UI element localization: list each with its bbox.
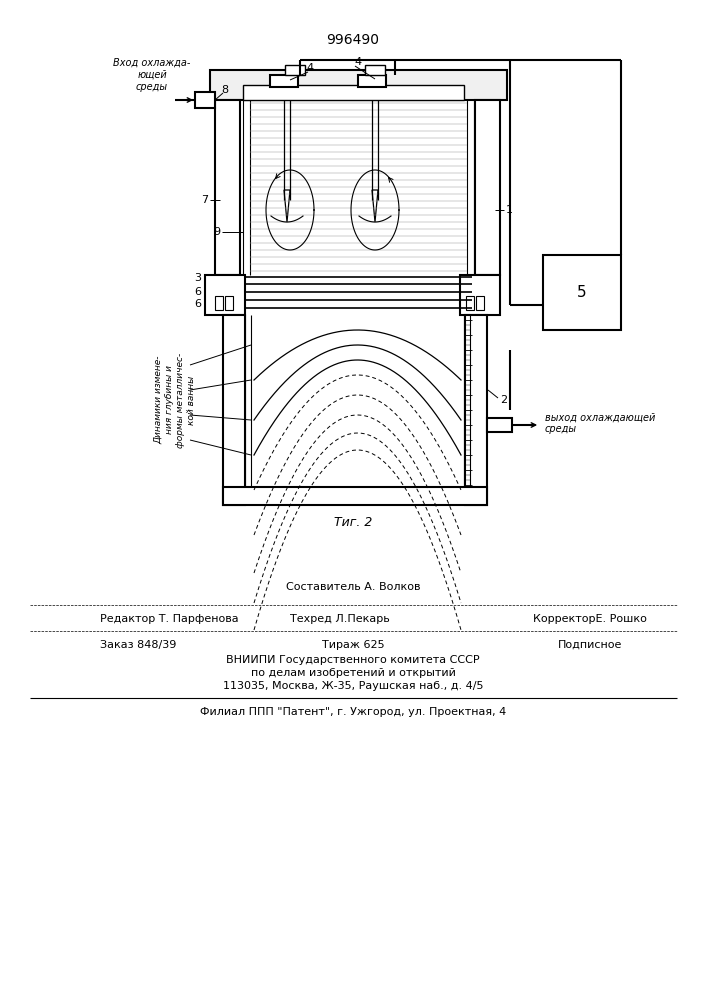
Text: 113035, Москва, Ж-35, Раушская наб., д. 4/5: 113035, Москва, Ж-35, Раушская наб., д. … bbox=[223, 681, 484, 691]
Text: 996490: 996490 bbox=[327, 33, 380, 47]
Text: 6: 6 bbox=[194, 287, 201, 297]
Text: Заказ 848/39: Заказ 848/39 bbox=[100, 640, 176, 650]
Bar bbox=[543, 255, 621, 330]
Text: КорректорЕ. Рошко: КорректорЕ. Рошко bbox=[533, 614, 647, 624]
Text: 9: 9 bbox=[213, 227, 220, 237]
Bar bbox=[476, 296, 484, 310]
Bar bbox=[223, 487, 487, 505]
Bar bbox=[365, 65, 385, 75]
Bar bbox=[358, 75, 386, 87]
Bar bbox=[205, 275, 245, 315]
Bar bbox=[223, 315, 245, 505]
Text: 6: 6 bbox=[194, 299, 201, 309]
Text: Вход охлажда-
ющей
среды: Вход охлажда- ющей среды bbox=[113, 57, 191, 92]
Text: 5: 5 bbox=[577, 285, 587, 300]
Bar bbox=[270, 75, 298, 87]
Bar bbox=[215, 296, 223, 310]
Text: Тираж 625: Тираж 625 bbox=[322, 640, 385, 650]
Bar bbox=[215, 100, 240, 275]
Bar bbox=[466, 296, 474, 310]
Text: ВНИИПИ Государственного комитета СССР: ВНИИПИ Государственного комитета СССР bbox=[226, 655, 480, 665]
Text: по делам изобретений и открытий: по делам изобретений и открытий bbox=[250, 668, 455, 678]
Text: Подписное: Подписное bbox=[558, 640, 622, 650]
Bar bbox=[487, 418, 512, 432]
Bar bbox=[210, 70, 507, 100]
Bar bbox=[465, 315, 487, 505]
Text: 4: 4 bbox=[306, 63, 314, 73]
Bar bbox=[195, 92, 215, 108]
Bar bbox=[225, 296, 233, 310]
Text: 1: 1 bbox=[506, 205, 513, 215]
Text: Филиал ППП "Патент", г. Ужгород, ул. Проектная, 4: Филиал ППП "Патент", г. Ужгород, ул. Про… bbox=[200, 707, 506, 717]
Text: 2: 2 bbox=[500, 395, 507, 405]
Text: Динамики измене-
ния глубины и
формы металличес-
кой ванны: Динамики измене- ния глубины и формы мет… bbox=[154, 352, 196, 448]
Text: 4: 4 bbox=[354, 57, 361, 67]
Text: Редактор Т. Парфенова: Редактор Т. Парфенова bbox=[100, 614, 239, 624]
Text: Техред Л.Пекарь: Техред Л.Пекарь bbox=[290, 614, 390, 624]
Text: 3: 3 bbox=[194, 273, 201, 283]
Text: 7: 7 bbox=[201, 195, 208, 205]
Text: выход охлаждающей
среды: выход охлаждающей среды bbox=[545, 412, 655, 434]
Text: Τиг. 2: Τиг. 2 bbox=[334, 516, 372, 528]
Bar bbox=[285, 65, 305, 75]
Bar bbox=[460, 275, 500, 315]
Bar bbox=[475, 100, 500, 275]
Text: Составитель А. Волков: Составитель А. Волков bbox=[286, 582, 420, 592]
Text: 8: 8 bbox=[221, 85, 228, 95]
Bar bbox=[243, 85, 464, 100]
